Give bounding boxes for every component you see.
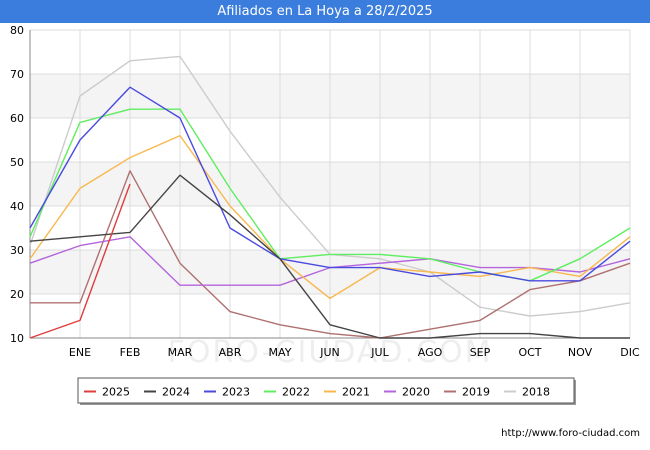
series-line-2024 (29, 174, 630, 339)
y-tick-label: 30 (10, 244, 24, 257)
x-tick-label: ENE (69, 346, 91, 359)
x-tick-label: FEB (120, 346, 141, 359)
legend: 2025 2024 2023 2022 2021 2020 2019 2018 (77, 377, 576, 405)
x-tick-label: JUN (319, 346, 340, 359)
x-tick-label: NOV (568, 346, 593, 359)
y-tick-label: 60 (10, 112, 24, 125)
series-line-2023 (29, 86, 631, 282)
legend-label-2020: 2020 (402, 386, 430, 399)
x-tick-label: DIC (620, 346, 640, 359)
x-tick-label: AGO (418, 346, 443, 359)
legend-label-2023: 2023 (222, 386, 250, 399)
x-tick-label: OCT (518, 346, 541, 359)
series-line-2021 (29, 134, 631, 300)
x-tick-label: MAR (168, 346, 193, 359)
series-layer (29, 55, 631, 339)
axis-layer: 10 20 30 40 50 60 70 80 ENE FEB MAR ABR MAY JUN JUL AGO… (10, 24, 640, 359)
x-tick-label: ABR (219, 346, 242, 359)
chart-title: Afiliados en La Hoya a 28/2/2025 (0, 0, 650, 23)
y-tick-label: 40 (10, 200, 24, 213)
y-tick-label: 70 (10, 68, 24, 81)
legend-label-2022: 2022 (282, 386, 310, 399)
y-tick-label: 20 (10, 288, 24, 301)
legend-label-2025: 2025 (102, 386, 130, 399)
legend-label-2024: 2024 (162, 386, 190, 399)
y-tick-label: 10 (10, 332, 24, 345)
series-line-2019 (30, 170, 631, 339)
x-tick-label: JUL (370, 346, 389, 359)
y-tick-label: 50 (10, 156, 24, 169)
grid-layer (29, 29, 631, 339)
legend-label-2021: 2021 (342, 386, 370, 399)
legend-label-2018: 2018 (522, 386, 550, 399)
x-tick-label: MAY (269, 346, 292, 359)
y-tick-label: 80 (10, 24, 24, 37)
series-line-2025 (29, 183, 131, 339)
watermark-layer: FORO-CIUDAD.COM (168, 335, 493, 370)
x-tick-label: SEP (470, 346, 491, 359)
legend-label-2019: 2019 (462, 386, 490, 399)
watermark-text: FORO-CIUDAD.COM (168, 335, 493, 370)
source-url[interactable]: http://www.foro-ciudad.com (501, 428, 640, 439)
